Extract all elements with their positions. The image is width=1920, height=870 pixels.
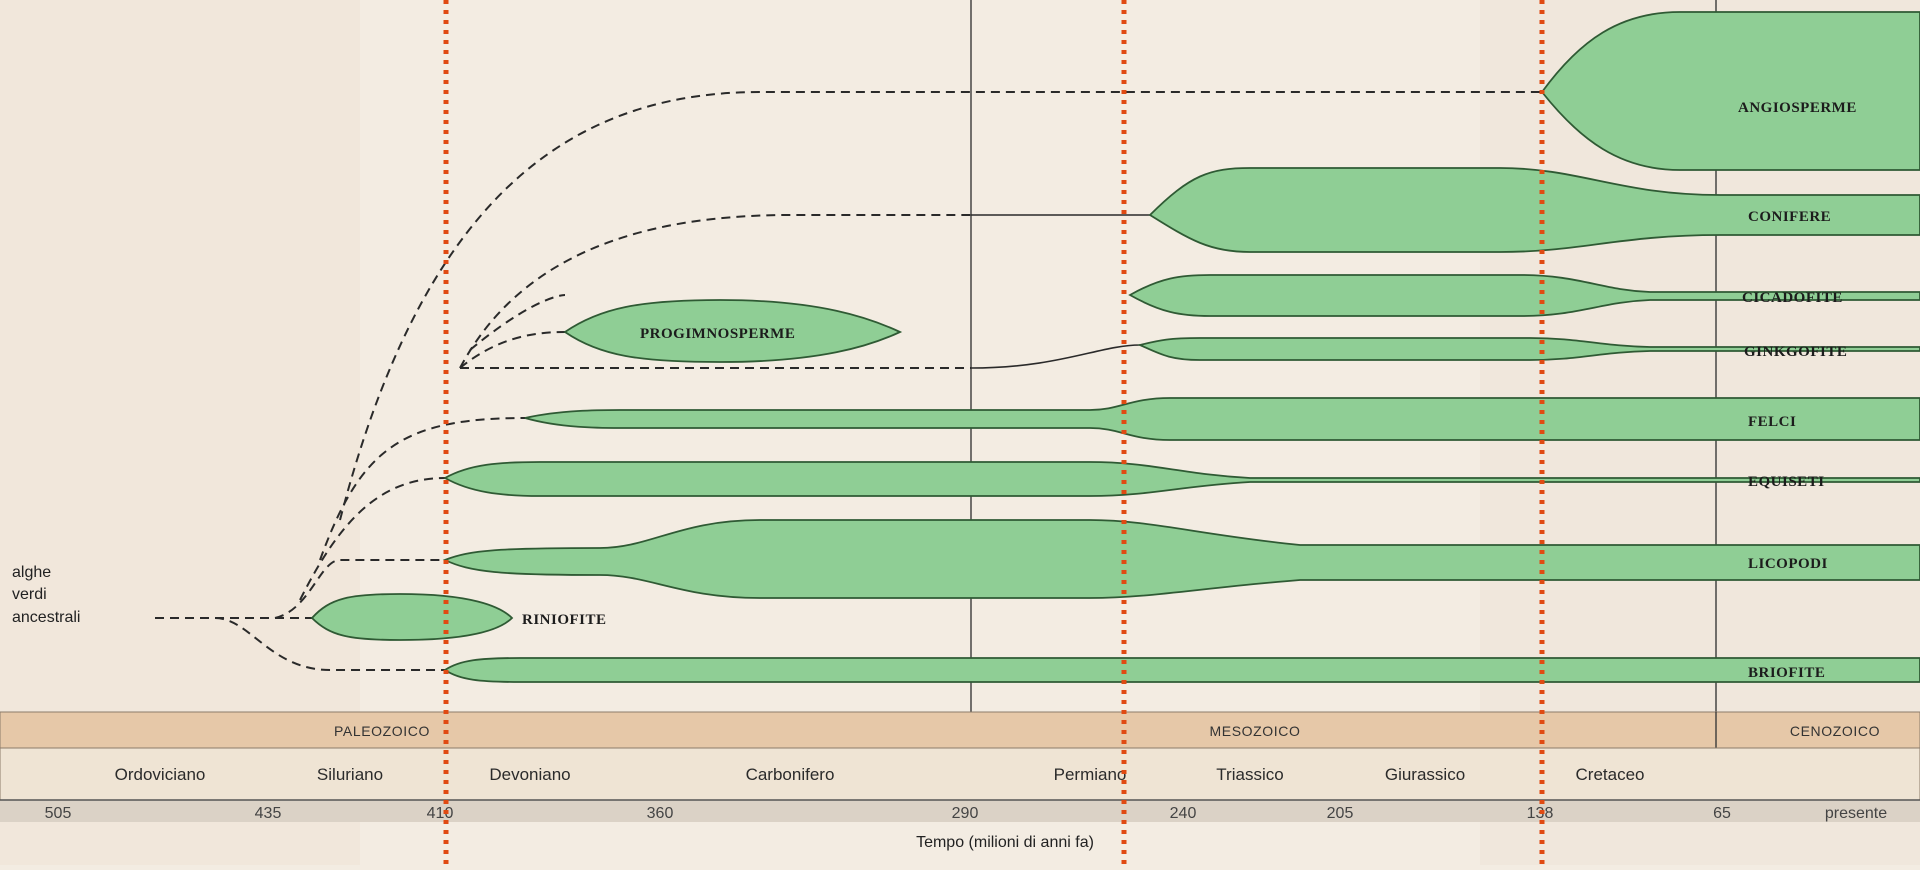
period-permiano: Permiano bbox=[1054, 765, 1127, 784]
ancestral-branches bbox=[155, 91, 1542, 671]
label-felci: FELCI bbox=[1748, 414, 1796, 430]
label-ginkgofite: GINKGOFITE bbox=[1744, 344, 1847, 360]
branch-to-conifere bbox=[459, 214, 971, 369]
lineage-labels: ANGIOSPERME CONIFERE CICADOFITE GINKGOFI… bbox=[522, 100, 1857, 681]
period-triassico: Triassico bbox=[1216, 765, 1283, 784]
period-cretaceo: Cretaceo bbox=[1576, 765, 1645, 784]
axis-title: Tempo (milioni di anni fa) bbox=[916, 834, 1094, 851]
label-cicadofite: CICADOFITE bbox=[1742, 290, 1843, 306]
origin-label-line-1: alghe bbox=[12, 564, 51, 581]
progimnosperme-shape bbox=[563, 299, 903, 363]
tick-205: 205 bbox=[1327, 805, 1354, 822]
period-band: Ordoviciano Siluriano Devoniano Carbonif… bbox=[0, 747, 1920, 801]
tick-360: 360 bbox=[647, 805, 674, 822]
origin-label-line-2: verdi bbox=[12, 586, 47, 603]
branch-to-cicadofite bbox=[469, 294, 566, 351]
label-angiosperme: ANGIOSPERME bbox=[1738, 100, 1857, 116]
origin-label: alghe verdi ancestrali bbox=[12, 564, 80, 626]
period-carbonifero: Carbonifero bbox=[746, 765, 835, 784]
time-axis: 505 435 410 360 290 240 205 138 65 prese… bbox=[0, 799, 1920, 851]
branch-to-equiseti bbox=[299, 477, 446, 601]
label-licopodi: LICOPODI bbox=[1748, 556, 1828, 572]
riniofite-shape bbox=[310, 593, 514, 641]
label-riniofite: RINIOFITE bbox=[522, 612, 607, 628]
branch-to-progimnosperme bbox=[459, 331, 566, 369]
label-progimnosperme: PROGIMNOSPERME bbox=[640, 326, 795, 342]
licopodi-shape bbox=[442, 519, 1920, 599]
period-giurassico: Giurassico bbox=[1385, 765, 1465, 784]
marker-lines bbox=[443, 0, 1545, 865]
period-siluriano: Siluriano bbox=[317, 765, 383, 784]
felci-shape bbox=[524, 397, 1920, 441]
branch-to-felci bbox=[319, 417, 526, 561]
briofite-shape bbox=[443, 657, 1920, 683]
label-conifere: CONIFERE bbox=[1748, 209, 1831, 225]
angiosperme-shape bbox=[1540, 11, 1920, 171]
era-mesozoico: MESOZOICO bbox=[1210, 723, 1301, 739]
lineage-shapes bbox=[310, 11, 1920, 683]
period-ordoviciano: Ordoviciano bbox=[115, 765, 206, 784]
tick-435: 435 bbox=[255, 805, 282, 822]
label-briofite: BRIOFITE bbox=[1748, 665, 1825, 681]
branch-to-angiosperme bbox=[339, 91, 1542, 521]
tick-410: 410 bbox=[427, 805, 454, 822]
equiseti-shape bbox=[443, 461, 1920, 497]
era-band: PALEOZOICO MESOZOICO CENOZOICO bbox=[0, 711, 1920, 749]
origin-label-line-3: ancestrali bbox=[12, 609, 80, 626]
era-paleozoico: PALEOZOICO bbox=[334, 723, 430, 739]
ginkgofite-shape bbox=[1137, 337, 1920, 361]
branch-to-briofite bbox=[214, 617, 445, 671]
solid-connections bbox=[970, 214, 1150, 369]
conifere-shape bbox=[1148, 167, 1920, 253]
tick-240: 240 bbox=[1170, 805, 1197, 822]
tick-presente: presente bbox=[1825, 805, 1887, 822]
period-devoniano: Devoniano bbox=[489, 765, 570, 784]
tick-505: 505 bbox=[45, 805, 72, 822]
tick-65: 65 bbox=[1713, 805, 1731, 822]
tick-290: 290 bbox=[952, 805, 979, 822]
cicadofite-shape bbox=[1128, 274, 1920, 317]
label-equiseti: EQUISETI bbox=[1748, 474, 1825, 490]
era-cenozoico: CENOZOICO bbox=[1790, 723, 1880, 739]
